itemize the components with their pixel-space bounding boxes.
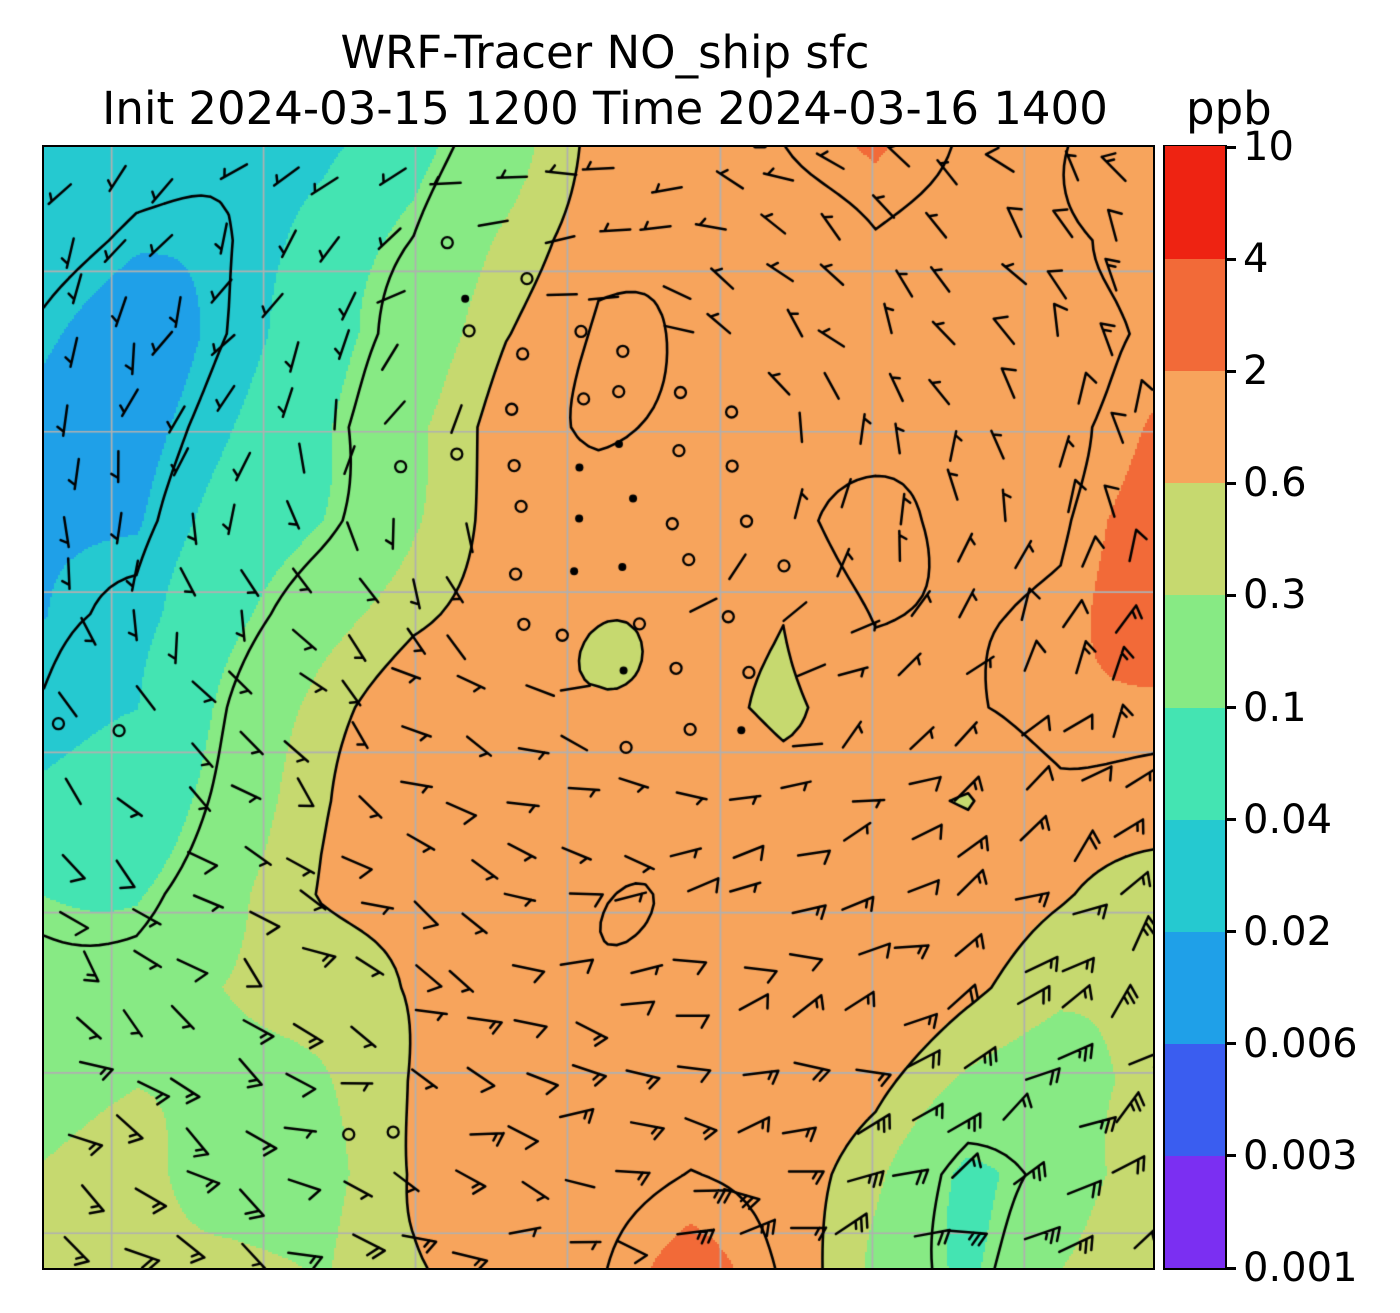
colorbar-tick [1225,1266,1236,1270]
colorbar-segment [1165,931,1225,1044]
colorbar-segment [1165,482,1225,596]
colorbar-tick-label: 0.04 [1243,796,1333,843]
colorbar-unit-label: ppb [1186,82,1272,135]
colorbar-tick-label: 0.6 [1243,460,1307,507]
colorbar-segment [1165,258,1225,372]
colorbar-tick-label: 0.006 [1243,1020,1358,1067]
colorbar-tick [1225,257,1236,261]
colorbar: 0.001 0.003 0.006 0.02 0.04 0.1 0.3 0.6 2 4 10 [1163,127,1358,1288]
colorbar-tick-label: 10 [1243,124,1294,170]
colorbar-tick-label: 2 [1243,348,1269,395]
colorbar-segment [1165,819,1225,932]
colorbar-tick [1225,145,1236,149]
colorbar-tick [1225,818,1236,822]
colorbar-segment [1165,146,1225,260]
colorbar-tick [1225,481,1236,485]
colorbar-tick-label: 0.02 [1243,908,1333,955]
colorbar-tick [1225,930,1236,934]
colorbar-tick-label: 0.1 [1243,684,1307,731]
colorbar-segment [1165,594,1225,708]
colorbar-tick-label: 4 [1243,236,1269,283]
colorbar-tick-label: 0.3 [1243,572,1307,619]
colorbar-tick-label: 0.001 [1243,1245,1358,1291]
plot-area [42,145,1155,1270]
colorbar-tick [1225,593,1236,597]
colorbar-tick [1225,706,1236,709]
colorbar-segment [1165,706,1225,820]
colorbar-tick [1225,1154,1236,1158]
colorbar-tick [1225,1042,1236,1046]
colorbar-segment [1165,1155,1225,1268]
plot-title: WRF-Tracer NO_ship sfc [340,26,870,79]
colorbar-segment [1165,370,1225,484]
colorbar-tick [1225,369,1236,373]
map-canvas [44,147,1153,1268]
colorbar-tick-label: 0.003 [1243,1132,1358,1179]
colorbar-segment [1165,1043,1225,1156]
plot-subtitle: Init 2024-03-15 1200 Time 2024-03-16 140… [102,82,1108,135]
